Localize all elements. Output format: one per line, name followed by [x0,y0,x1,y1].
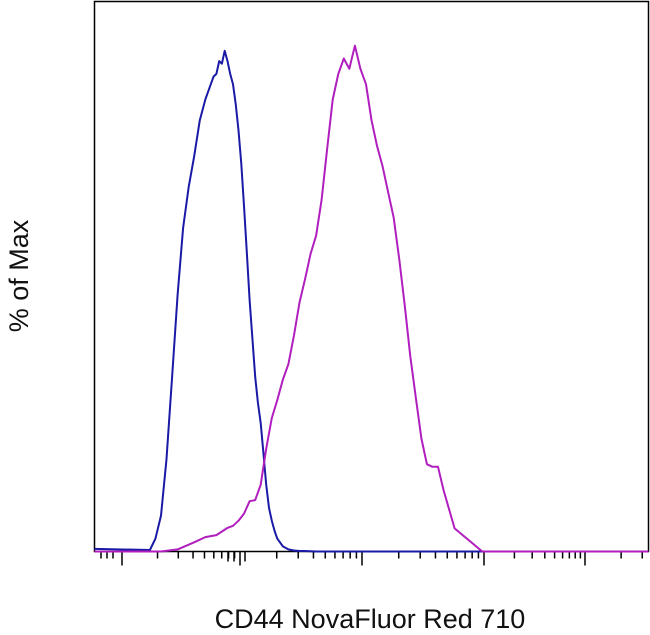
series-layer [94,44,649,553]
x-axis-label: CD44 NovaFluor Red 710 [215,604,526,634]
plot-frame [93,0,650,553]
x-axis-ticks [100,551,644,566]
series-line-1 [94,49,649,553]
y-axis-label: % of Max [4,219,34,332]
series-line-2 [94,44,649,553]
